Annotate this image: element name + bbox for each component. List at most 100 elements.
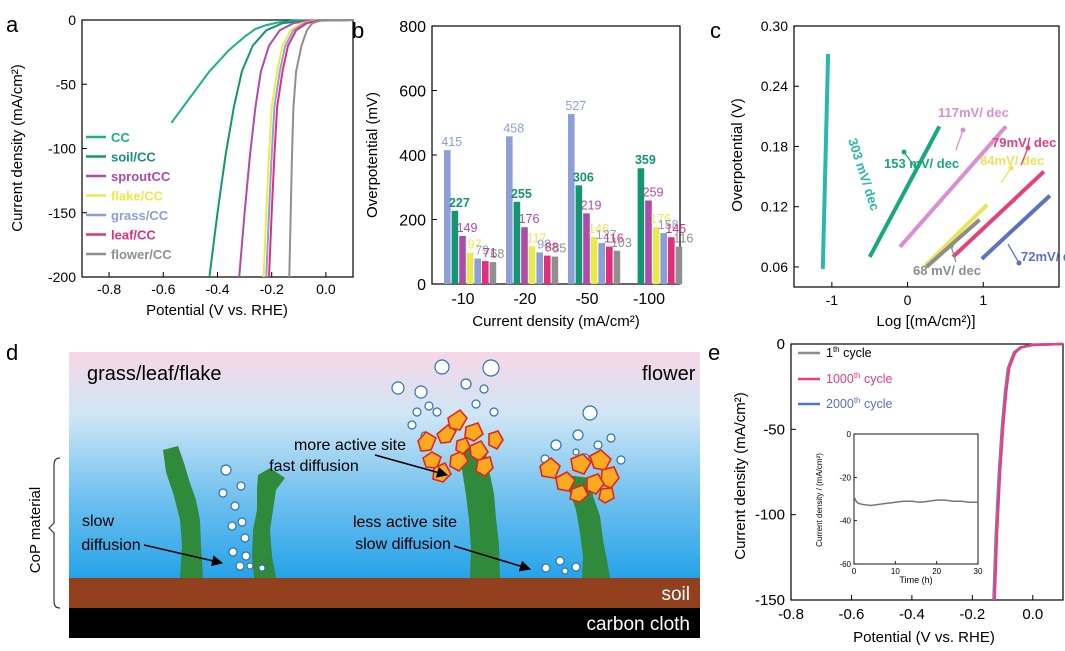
y-tick-label: 0	[417, 277, 426, 294]
diffusion-text: diffusion	[81, 537, 140, 554]
x-tick-label: -0.4	[899, 606, 925, 623]
bubble	[241, 551, 251, 561]
inset-frame	[853, 433, 979, 565]
x-tick-label: 1	[979, 292, 987, 308]
bar	[451, 210, 459, 284]
bubble	[236, 481, 246, 491]
bar	[506, 136, 513, 284]
more-active-text: more active site	[294, 437, 406, 454]
panel-b-ylabel: Overpotential (mV)	[364, 92, 381, 218]
panel-label-a: a	[6, 12, 19, 37]
panel-a-series	[170, 19, 354, 278]
bubble	[561, 567, 569, 575]
tafel-line	[898, 125, 1008, 249]
flower-petal	[539, 456, 561, 479]
carbon-cloth-label: carbon cloth	[586, 614, 690, 635]
flower-petal	[589, 449, 613, 471]
slow-diffusion-arrow	[143, 544, 224, 567]
legend-label: 1th cycle	[826, 345, 872, 360]
fast-diffusion-arrow	[374, 454, 449, 478]
polarization-curve-flower-cc	[288, 19, 354, 278]
inset-y-tick-label: -40	[839, 517, 851, 526]
plant-stem	[163, 446, 203, 578]
y-tick-label: 600	[399, 84, 426, 101]
polarization-curve-leaf-cc	[268, 19, 354, 278]
annotation-arrowhead	[1008, 165, 1014, 171]
bar-value-label: 88	[545, 241, 559, 255]
bar-value-label: 116	[604, 232, 624, 246]
tafel-slope-label: 153 mV/ dec	[884, 156, 959, 171]
flower-petal	[469, 439, 489, 463]
cycle-curve	[992, 342, 1064, 601]
bar-value-label: 68	[490, 247, 504, 261]
legend-label: flake/CC	[111, 189, 164, 204]
y-tick-label: 0.18	[761, 138, 788, 154]
bar	[590, 236, 598, 284]
bubble	[246, 562, 254, 570]
bar-value-label: 359	[635, 153, 656, 167]
panel-a-xlabel: Potential (V vs. RHE)	[146, 302, 288, 319]
bar	[675, 246, 683, 284]
legend-label: flower/CC	[111, 247, 172, 262]
y-tick-label: -150	[48, 205, 76, 221]
panel-b-ticks: 0 200 400 600 800 -10 -20 -50 -100	[399, 19, 665, 308]
panel-c-chart: -1 0 1 0.06 0.12 0.18 0.24 0.30 303 mV/ dec 153 …	[729, 18, 1065, 330]
bubble	[237, 517, 247, 527]
y-tick-label: -100	[48, 141, 76, 157]
panel-c-ylabel: Overpotential (V)	[729, 98, 746, 211]
y-tick-label: 400	[399, 148, 426, 165]
bar-value-label: 158	[658, 218, 679, 232]
inset-x-tick-label: 30	[974, 567, 983, 576]
annotation-arrow	[903, 151, 918, 171]
bar	[551, 256, 559, 284]
y-tick-label: 0	[777, 336, 785, 353]
bar-value-label: 98	[537, 237, 551, 251]
bar-value-label: 527	[565, 99, 586, 113]
bubble	[572, 429, 584, 441]
legend-label: CC	[111, 130, 130, 145]
bubble-group	[218, 359, 626, 575]
panel-e-frame	[790, 343, 1064, 601]
inset-y-tick-label: -60	[839, 560, 851, 569]
inset-ticks: 0 10 20 30 0 -20 -40 -60	[839, 430, 983, 576]
x-tick-label: 0.0	[316, 281, 336, 297]
bar-value-label: 117	[527, 231, 547, 245]
bar-value-label: 103	[611, 236, 632, 250]
tafel-slope-label: 68 mV/ dec	[913, 263, 981, 278]
flower-petal	[598, 487, 615, 504]
polarization-curve-cc	[170, 19, 354, 124]
flower-petal	[569, 484, 589, 503]
x-tick-label: -0.8	[97, 281, 121, 297]
panel-c-frame	[793, 25, 1060, 288]
bubble	[582, 405, 598, 421]
legend-label: leaf/CC	[111, 228, 156, 243]
bubble	[414, 385, 428, 399]
tafel-line	[925, 218, 981, 269]
bar	[489, 262, 497, 284]
bar	[444, 150, 451, 284]
inset-y-tick-label: -20	[839, 473, 851, 482]
bar	[668, 237, 675, 284]
x-tick-label: -100	[633, 291, 665, 308]
annotation-arrowhead	[1025, 145, 1031, 151]
bar	[466, 252, 474, 284]
legend-label: grass/CC	[111, 208, 169, 223]
tafel-slope-label: 84mV/ dec	[980, 153, 1044, 168]
bubble	[412, 407, 422, 417]
y-tick-label: -50	[763, 421, 785, 438]
annotation-arrow	[1000, 167, 1012, 184]
tafel-line	[820, 54, 831, 269]
bar	[544, 255, 551, 284]
tafel-slope-label: 303 mV/ dec	[845, 136, 882, 212]
inset-y-tick-label: 0	[847, 430, 852, 439]
flower-petal	[447, 408, 468, 431]
y-tick-label: -100	[755, 507, 785, 524]
bubble	[489, 407, 499, 417]
bar-value-label: 219	[581, 198, 602, 212]
bar-value-label: 149	[457, 221, 478, 235]
bubble	[471, 399, 481, 409]
tafel-slope-label: 117mV/ dec	[938, 105, 1009, 120]
polarization-curve-flake-cc	[262, 19, 354, 278]
panel-e-legend: 1th cycle 1000th cycle 2000th cycle	[798, 345, 892, 411]
